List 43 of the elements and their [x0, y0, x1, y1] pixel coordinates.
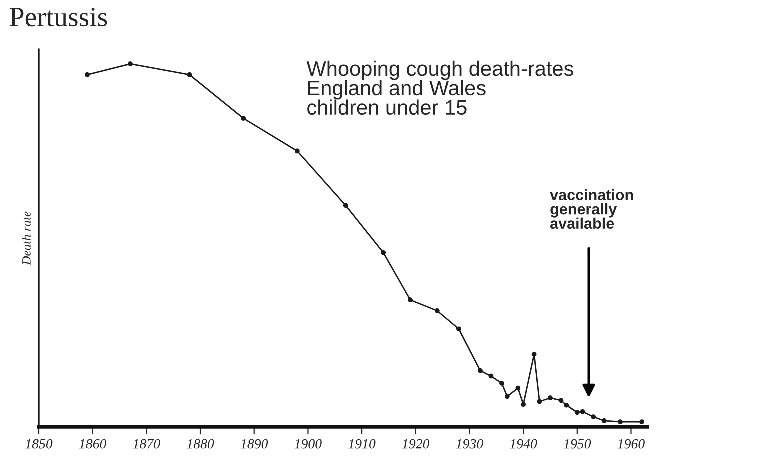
point: [381, 250, 386, 256]
point: [128, 62, 133, 67]
x-tick-label: 1890: [240, 439, 268, 449]
point: [548, 396, 553, 401]
point: [241, 116, 246, 121]
point: [558, 398, 564, 404]
point: [408, 298, 413, 303]
x-tick-label: 1960: [618, 439, 645, 449]
point: [295, 148, 300, 154]
x-tick-label: 1950: [564, 439, 592, 449]
x-tick-label: 1870: [133, 439, 160, 449]
x-tick-label: 1940: [510, 439, 538, 449]
annotation: Whooping cough death-rates England and Wales children under 15: [306, 60, 574, 116]
x-tick-label: 1910: [348, 439, 376, 449]
point: [488, 374, 494, 379]
x-tick-label: 1850: [26, 439, 53, 449]
point: [521, 402, 526, 408]
point: [580, 409, 586, 414]
point: [640, 420, 644, 425]
point: [434, 308, 440, 314]
point: [478, 368, 483, 374]
point: [532, 352, 537, 357]
point: [504, 394, 510, 400]
point: [602, 418, 607, 424]
annotation: vaccination generally available: [550, 189, 634, 230]
point: [500, 381, 504, 386]
chart-title: Pertussis: [10, 8, 108, 27]
point: [564, 402, 570, 408]
point: [187, 72, 192, 78]
point: [85, 72, 90, 78]
x-tick-label: 1860: [79, 439, 107, 449]
point: [618, 420, 623, 425]
point: [456, 326, 462, 332]
x-tick-label: 1920: [402, 439, 430, 449]
point: [537, 399, 542, 404]
point: [343, 203, 348, 208]
x-tick-label: 1930: [456, 439, 484, 449]
point: [516, 386, 521, 391]
x-tick-label: 1900: [294, 439, 322, 449]
y-axis-title: Death rate: [22, 212, 31, 266]
point: [574, 410, 580, 416]
x-tick-label: 1880: [187, 439, 214, 449]
point: [591, 414, 596, 420]
